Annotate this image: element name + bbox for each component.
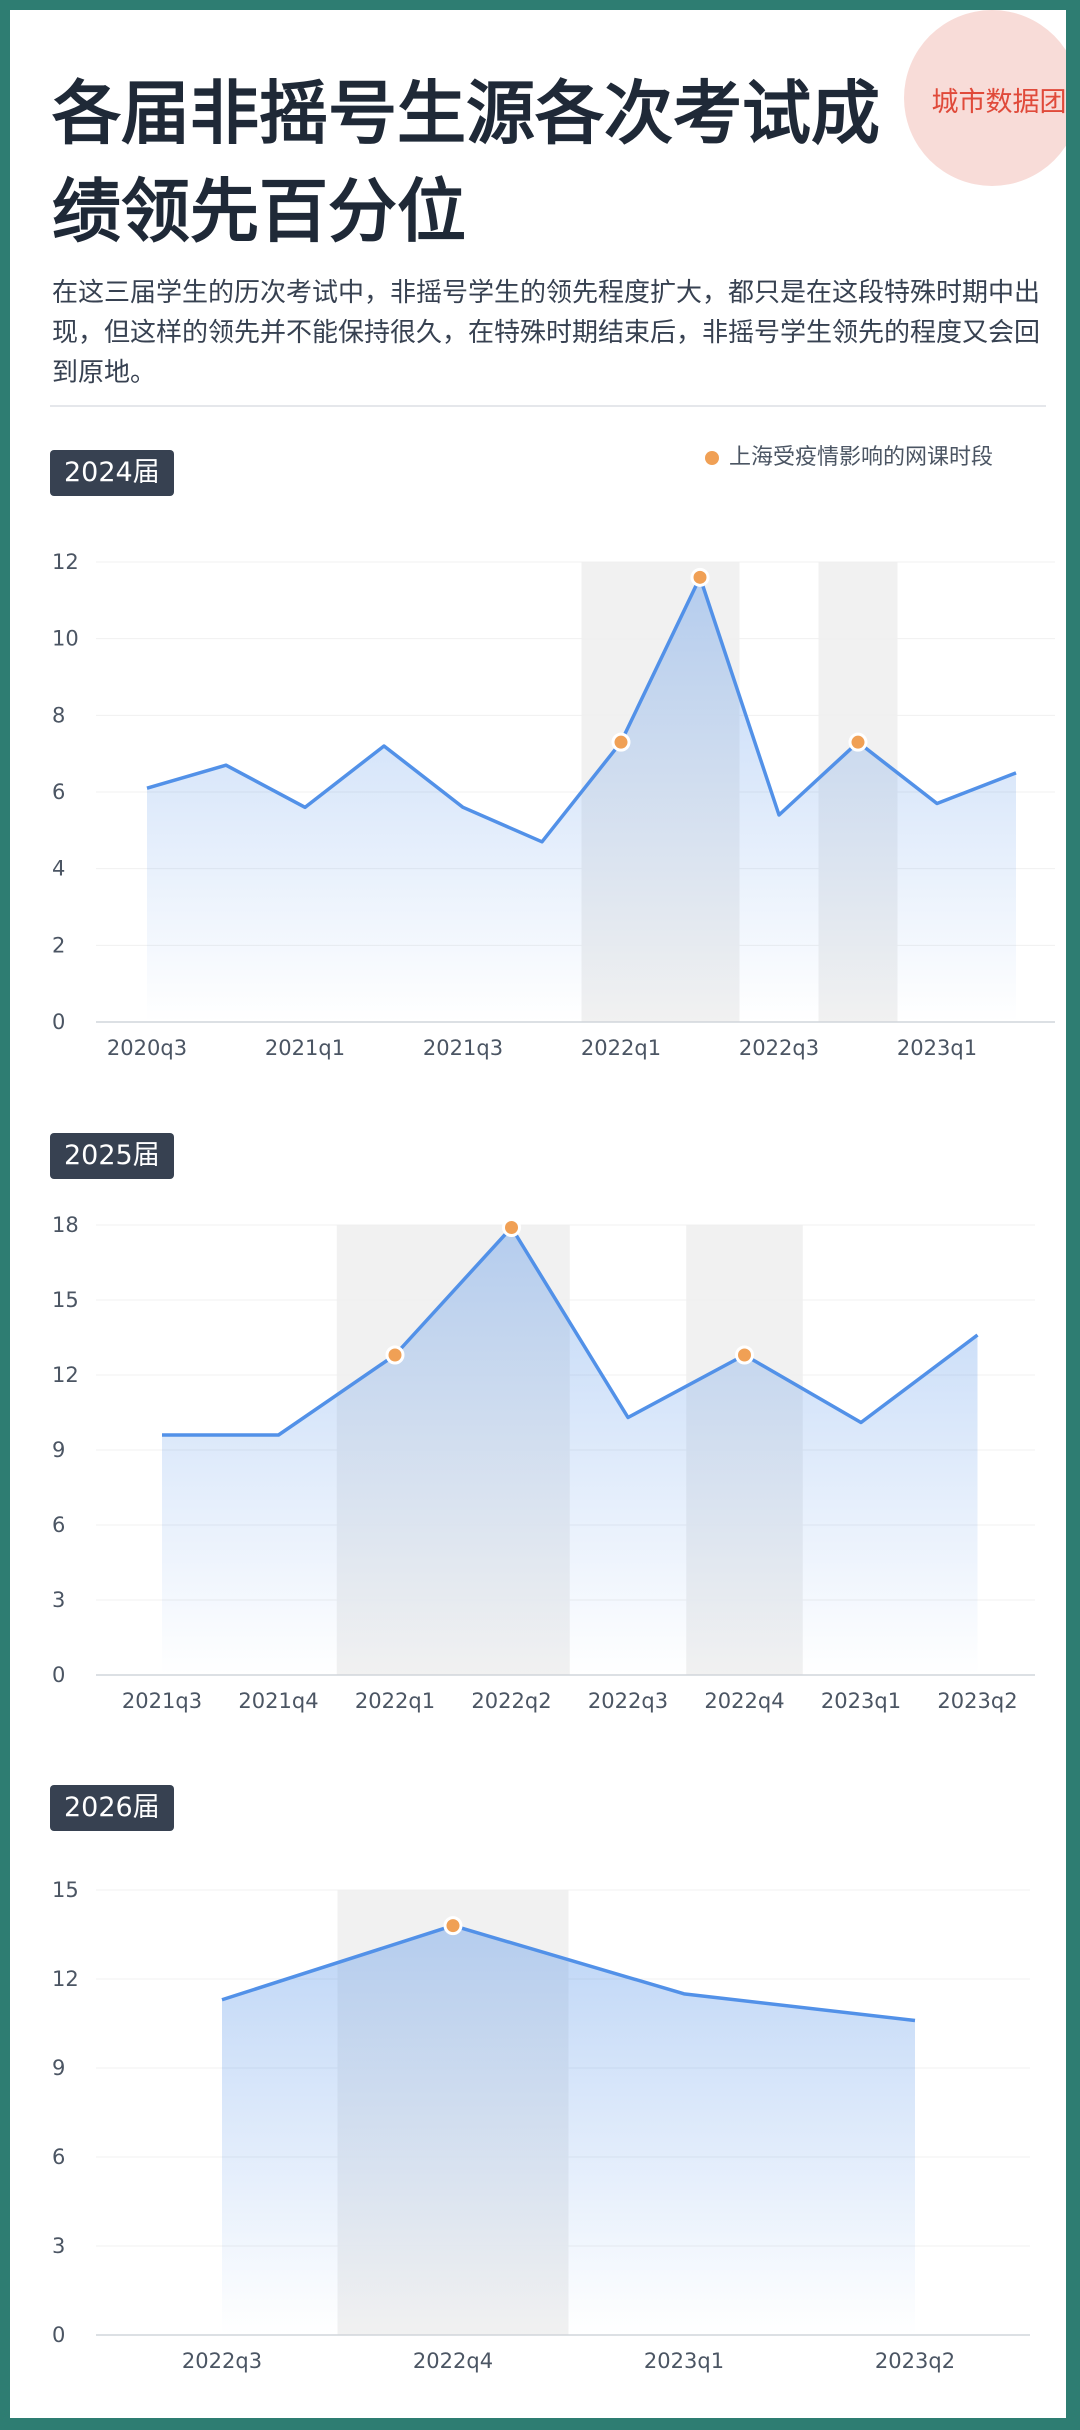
legend-label: 上海受疫情影响的网课时段 [729,445,994,470]
cohort-badge-2024: 2024届 [50,450,174,496]
y-tick-label: 12 [52,1363,79,1387]
data-point [277,1433,281,1437]
series-line [146,575,1017,844]
y-tick-label: 9 [52,1438,65,1462]
data-point [626,1416,630,1420]
y-tick-label: 12 [52,550,79,574]
y-tick-label: 6 [52,2145,65,2169]
x-tick-label: 2021q3 [423,1036,503,1060]
highlight-point-marker [385,1345,405,1365]
y-tick-label: 6 [52,1513,65,1537]
x-tick-label: 2022q3 [739,1036,819,1060]
highlight-point-marker [848,732,868,752]
infographic-card: 城市数据团 各届非摇号生源各次考试成绩领先百分位 在这三届学生的历次考试中，非摇… [10,10,1066,2418]
highlight-point-marker [611,732,631,752]
legend-marker-icon [705,451,719,465]
cohort-badge-2026: 2026届 [50,1785,174,1831]
series-line [221,1923,916,2023]
chart-2026: 0 3 6 9 12 15 2022q3 2022q4 2023q1 2023q2 [52,1878,1030,2373]
page-description: 在这三届学生的历次考试中，非摇号学生的领先程度扩大，都只是在这段特殊时期中出现，… [52,278,1041,388]
x-tick-label: 2023q1 [897,1036,977,1060]
highlight-point-marker [690,567,710,587]
x-tick-label: 2022q3 [182,2349,262,2373]
y-tick-label: 15 [52,1288,79,1312]
highlight-point-marker [443,1916,463,1936]
data-point [935,802,939,806]
series-area [147,577,1016,1022]
y-tick-label: 9 [52,2056,65,2080]
x-tick-label: 2023q2 [937,1689,1017,1713]
data-point [682,1992,686,1996]
x-tick-label: 2020q3 [107,1036,187,1060]
data-point [382,744,386,748]
series-area [162,1227,978,1675]
x-tick-label: 2022q4 [413,2349,493,2373]
data-point [220,1998,224,2002]
y-tick-label: 8 [52,703,65,727]
y-tick-label: 6 [52,780,65,804]
data-point [859,1421,863,1425]
data-point [913,2019,917,2023]
data-point [1014,771,1018,775]
series-line [162,1225,979,1437]
x-tick-label: 2021q4 [238,1689,318,1713]
x-tick-label: 2023q1 [821,1689,901,1713]
data-point [461,805,465,809]
x-tick-label: 2022q1 [355,1689,435,1713]
divider [50,405,1046,407]
y-tick-label: 2 [52,933,65,957]
data-point [976,1333,980,1337]
x-tick-label: 2022q1 [581,1036,661,1060]
y-tick-label: 3 [52,2234,65,2258]
y-tick-label: 15 [52,1878,79,1902]
series-area [222,1925,915,2335]
chart-2025: 0 3 6 9 12 15 18 2021q3 2021q4 2022q1 2022q2 2022q3… [52,1213,1035,1713]
x-tick-label: 2023q1 [644,2349,724,2373]
y-tick-label: 3 [52,1588,65,1612]
y-tick-label: 10 [52,627,79,651]
x-tick-label: 2021q1 [265,1036,345,1060]
data-point [540,840,544,844]
page-title: 各届非摇号生源各次考试成绩领先百分位 [52,74,880,252]
data-point [224,763,228,767]
x-tick-label: 2022q4 [704,1689,784,1713]
highlight-point-marker [502,1218,521,1237]
y-tick-label: 0 [52,1010,65,1034]
x-tick-label: 2022q2 [471,1689,551,1713]
x-tick-label: 2023q2 [875,2349,955,2373]
data-point [777,813,781,817]
data-point [303,805,307,809]
y-tick-label: 12 [52,1967,79,1991]
y-tick-label: 0 [52,1663,65,1687]
highlight-point-marker [735,1345,754,1365]
y-tick-label: 0 [52,2323,65,2347]
brand-logo [904,10,1066,186]
x-tick-label: 2021q3 [122,1689,202,1713]
data-point [145,786,149,790]
cohort-badge-2025: 2025届 [50,1133,174,1179]
x-tick-label: 2022q3 [588,1689,668,1713]
chart-legend: 上海受疫情影响的网课时段 [705,440,993,476]
y-tick-label: 18 [52,1213,79,1237]
data-point [160,1433,164,1437]
brand-name: 城市数据团 [931,87,1067,118]
y-tick-label: 4 [52,857,65,881]
chart-2024: 0 2 4 6 8 10 12 2020q3 2021q1 2021q3 2022q1 2022q3 2… [52,550,1055,1060]
